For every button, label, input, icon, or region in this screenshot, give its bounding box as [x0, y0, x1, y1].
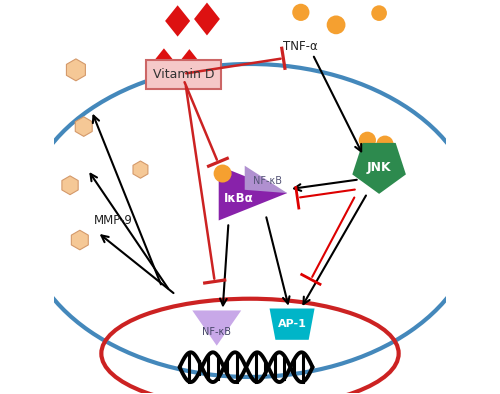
Text: Vitamin D: Vitamin D	[152, 68, 214, 81]
Text: IκBα: IκBα	[224, 192, 254, 205]
Polygon shape	[270, 309, 314, 340]
Polygon shape	[194, 3, 220, 35]
Text: JNK: JNK	[367, 161, 392, 174]
Polygon shape	[218, 166, 287, 221]
Circle shape	[214, 165, 232, 182]
Polygon shape	[72, 230, 88, 250]
Polygon shape	[352, 143, 406, 194]
Text: AP-1: AP-1	[278, 319, 306, 329]
Circle shape	[326, 15, 345, 34]
Circle shape	[376, 136, 394, 153]
Circle shape	[292, 4, 310, 21]
FancyBboxPatch shape	[146, 60, 220, 89]
Polygon shape	[192, 310, 241, 346]
Text: NF-κB: NF-κB	[202, 327, 231, 336]
Polygon shape	[244, 166, 287, 193]
Text: NF-κB: NF-κB	[254, 177, 282, 186]
Text: MMP-9: MMP-9	[94, 214, 132, 227]
Polygon shape	[153, 48, 175, 76]
Circle shape	[372, 5, 387, 21]
Polygon shape	[165, 5, 190, 37]
Polygon shape	[76, 117, 92, 136]
Text: TNF-α: TNF-α	[284, 40, 318, 53]
Polygon shape	[62, 176, 78, 195]
Polygon shape	[66, 59, 86, 81]
Polygon shape	[133, 161, 148, 178]
Circle shape	[359, 132, 376, 149]
Polygon shape	[178, 49, 201, 79]
